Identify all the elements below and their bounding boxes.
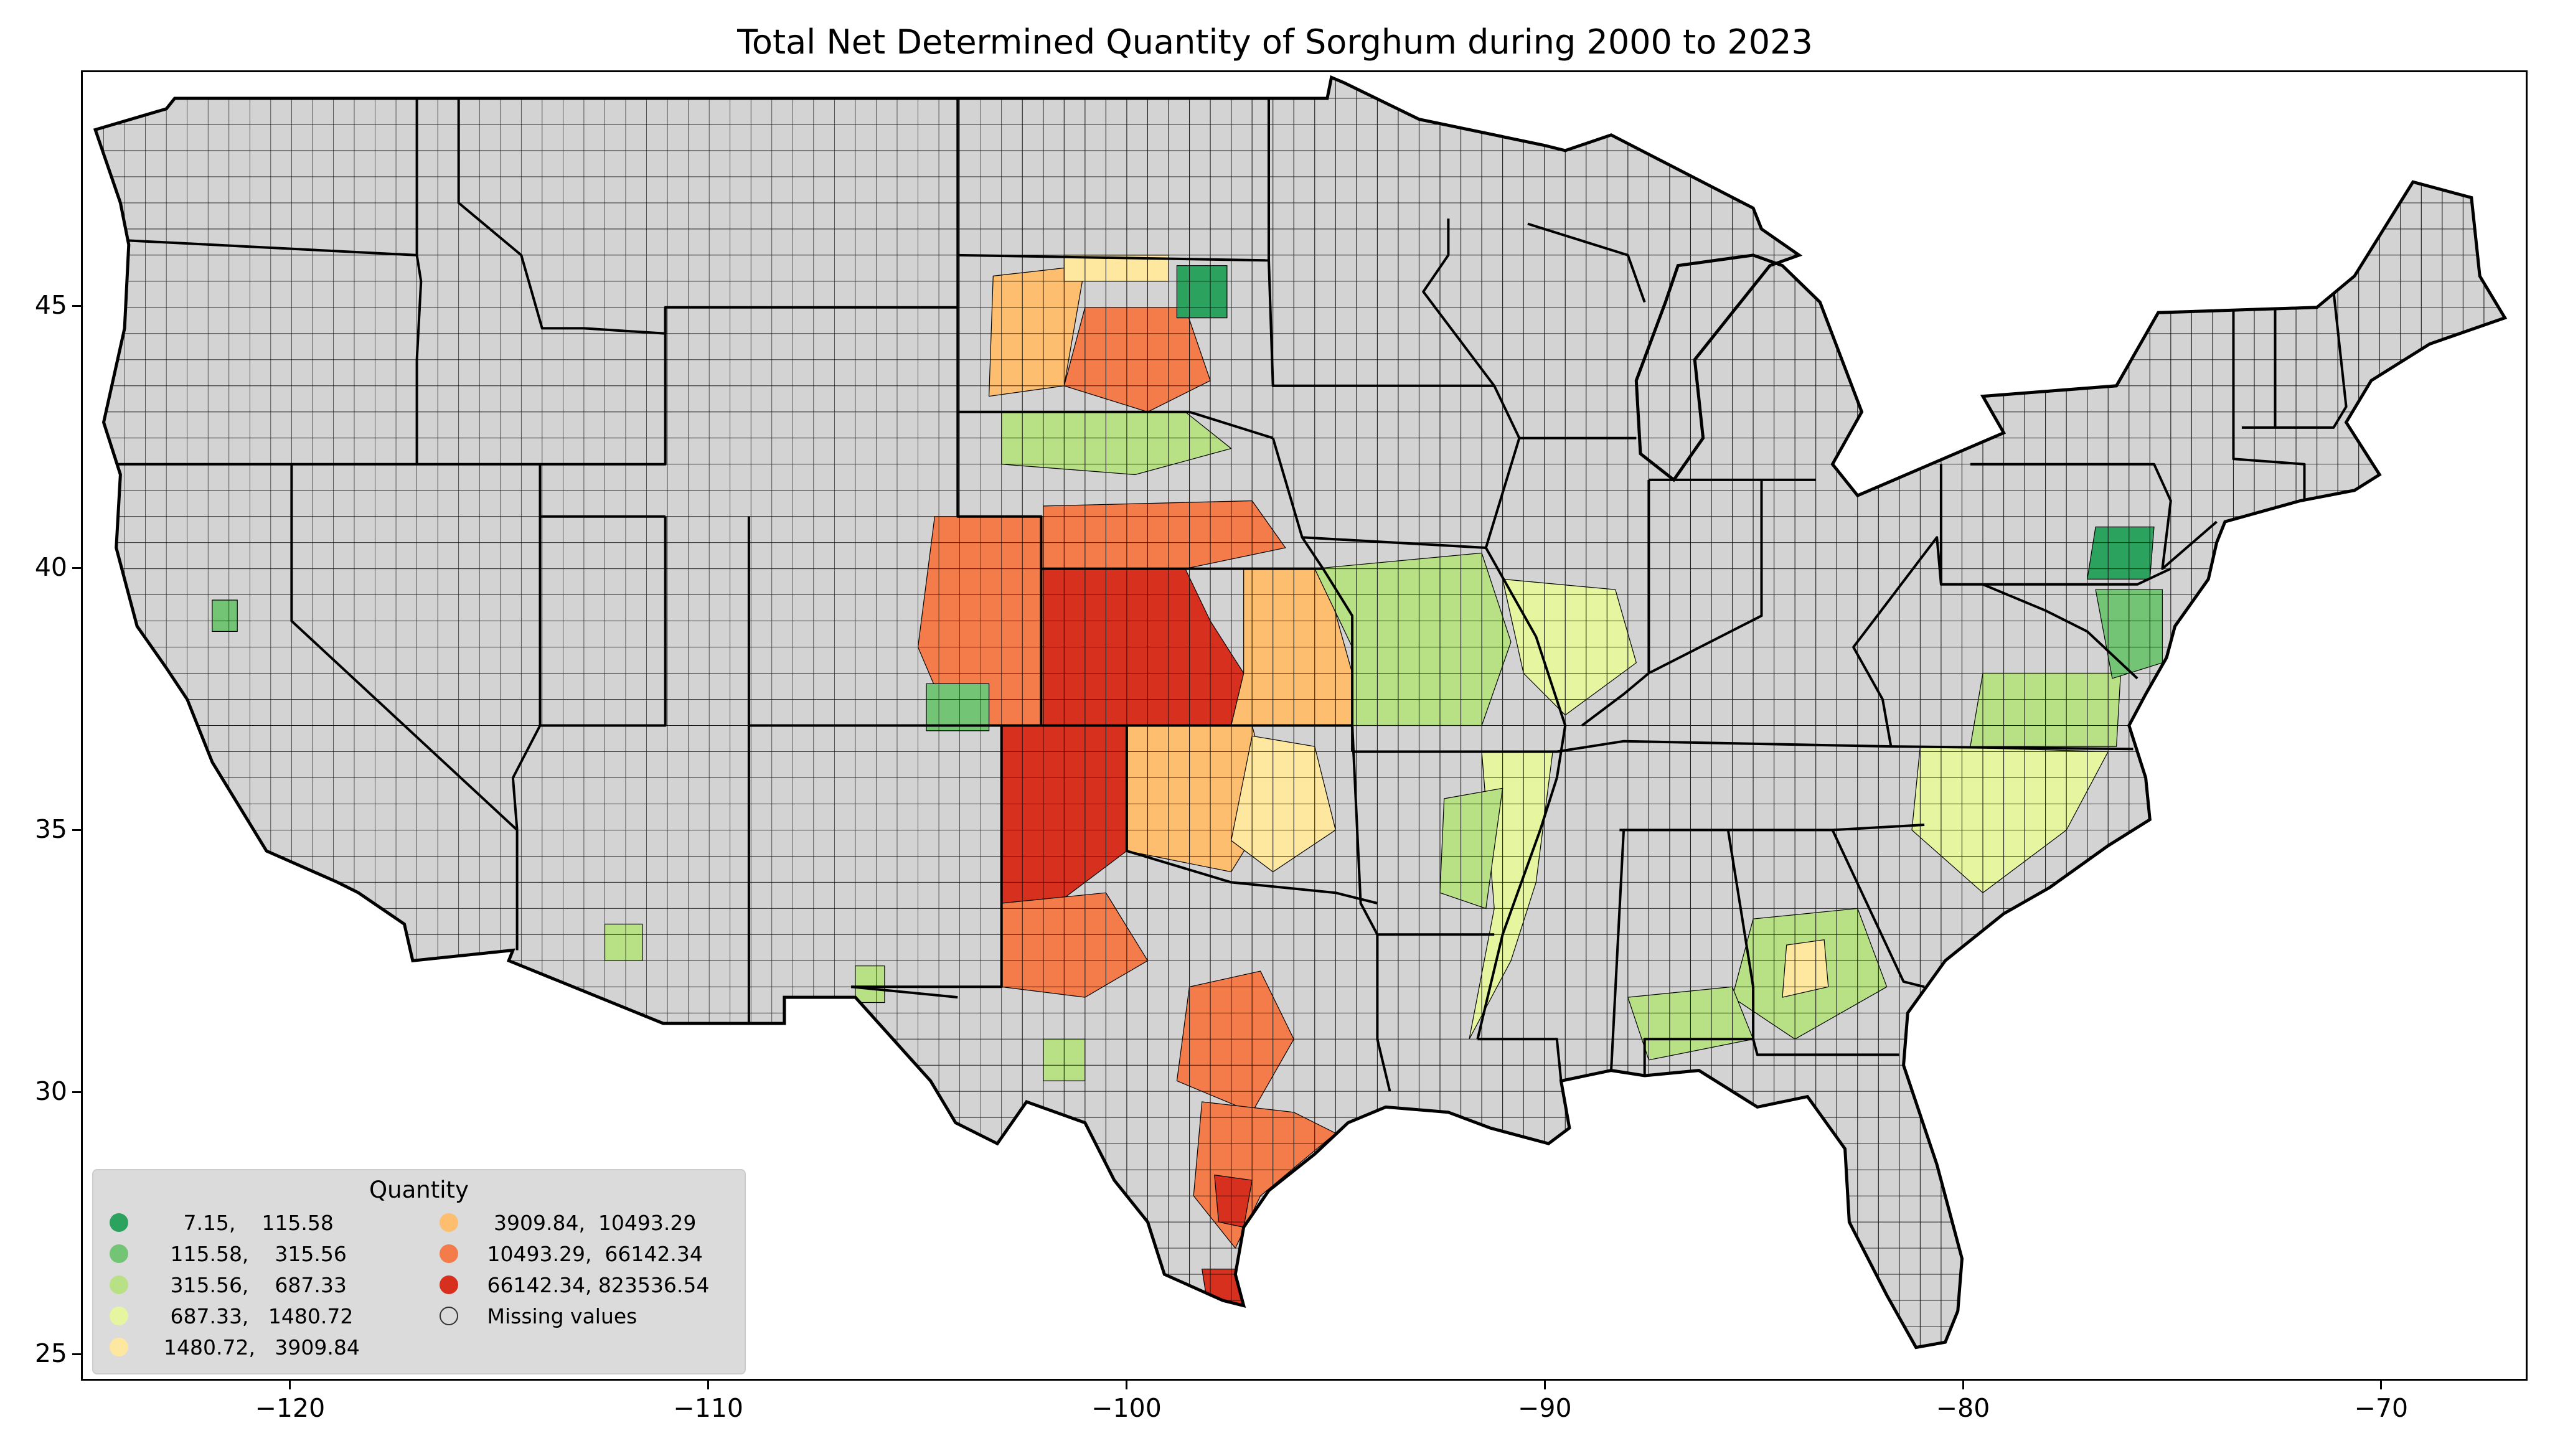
state-boundary <box>457 98 666 335</box>
legend-swatch-missing <box>440 1307 458 1325</box>
legend-item: 1480.72, 3909.84 <box>110 1333 360 1361</box>
state-boundary <box>1527 222 1646 303</box>
state-boundary <box>2232 307 2306 501</box>
state-boundary <box>108 238 417 256</box>
y-tick-mark <box>72 1353 81 1356</box>
legend-swatch <box>440 1275 458 1294</box>
legend-label: Missing values <box>481 1303 638 1328</box>
y-tick-mark <box>72 1091 81 1094</box>
legend-label: 66142.34, 823536.54 <box>481 1272 710 1297</box>
y-tick-mark <box>72 305 81 308</box>
pennsylvania-region <box>2086 526 2155 580</box>
state-boundary <box>415 98 423 464</box>
state-boundary <box>2241 291 2348 429</box>
state-boundary <box>1581 479 1650 727</box>
state-boundary <box>1422 218 1521 439</box>
state-boundary <box>1352 740 2134 753</box>
south-dakota-east-spot <box>1176 265 1228 319</box>
y-tick-mark <box>72 567 81 570</box>
y-tick-label: 30 <box>34 1076 67 1106</box>
map-title: Total Net Determined Quantity of Sorghum… <box>737 22 1813 62</box>
state-boundary <box>1271 438 1354 752</box>
state-boundary <box>540 516 667 727</box>
legend-swatch <box>110 1275 128 1294</box>
legend-swatch <box>440 1244 458 1263</box>
legend-item: 3909.84, 10493.29 <box>440 1209 696 1236</box>
legend-item: 315.56, 687.33 <box>110 1271 347 1299</box>
state-boundary <box>1302 436 1637 549</box>
y-tick-label: 40 <box>34 552 67 582</box>
state-boundary <box>1477 1038 1563 1081</box>
california-spot <box>212 599 238 632</box>
legend-label: 10493.29, 66142.34 <box>481 1241 703 1266</box>
state-boundary <box>1476 547 1567 1040</box>
legend-label: 315.56, 687.33 <box>151 1272 347 1297</box>
state-boundary <box>511 464 542 830</box>
state-boundary <box>1648 479 1763 675</box>
legend-swatch <box>110 1244 128 1263</box>
legend-swatch <box>440 1213 458 1232</box>
state-boundary <box>1970 463 2218 570</box>
y-tick-label: 45 <box>34 289 67 320</box>
new-mexico-spot <box>604 923 643 961</box>
state-boundary <box>116 306 958 466</box>
state-boundary <box>1619 824 1925 832</box>
state-boundary <box>290 464 519 951</box>
legend-swatch <box>110 1307 128 1325</box>
state-boundary <box>1831 829 1925 989</box>
x-tick-label: −80 <box>1936 1393 1990 1423</box>
legend-item: 115.58, 315.56 <box>110 1240 347 1267</box>
legend-item: 687.33, 1480.72 <box>110 1302 353 1330</box>
legend-swatch <box>110 1213 128 1232</box>
legend-label: 3909.84, 10493.29 <box>481 1210 697 1235</box>
national-border <box>93 75 2508 1350</box>
x-tick-label: −100 <box>1091 1393 1162 1423</box>
y-tick-label: 35 <box>34 814 67 844</box>
x-tick-label: −90 <box>1518 1393 1572 1423</box>
legend-label: 687.33, 1480.72 <box>151 1303 354 1328</box>
map-axes <box>81 70 2528 1381</box>
west-texas-spot <box>855 965 885 1003</box>
state-boundary <box>1852 464 1942 747</box>
legend: Quantity 7.15, 115.58 115.58, 315.56 315… <box>92 1169 746 1374</box>
x-tick-label: −70 <box>2354 1393 2409 1423</box>
state-boundary <box>1982 583 2138 680</box>
x-tick-mark <box>2380 1381 2383 1389</box>
legend-title: Quantity <box>369 1177 469 1203</box>
georgia-core-region <box>1782 939 1829 998</box>
x-tick-mark <box>1543 1381 1546 1389</box>
x-tick-mark <box>707 1381 710 1389</box>
state-boundary <box>1941 567 2171 586</box>
state-boundary <box>851 985 958 999</box>
state-boundary <box>1268 98 1495 387</box>
state-boundary <box>1752 1038 1899 1056</box>
legend-item: 66142.34, 823536.54 <box>440 1271 709 1299</box>
state-boundary <box>851 725 1003 989</box>
us-county-map <box>93 75 2508 1350</box>
state-boundary <box>1125 725 1378 904</box>
legend-label: 115.58, 315.56 <box>151 1241 347 1266</box>
legend-label: 7.15, 115.58 <box>151 1210 334 1235</box>
y-tick-label: 25 <box>34 1338 67 1368</box>
y-tick-mark <box>72 829 81 832</box>
state-boundary <box>1610 830 1626 1071</box>
state-boundary <box>957 253 1269 262</box>
x-tick-label: −120 <box>255 1393 326 1423</box>
legend-item: 10493.29, 66142.34 <box>440 1240 703 1267</box>
x-tick-mark <box>1125 1381 1127 1389</box>
legend-swatch <box>110 1338 128 1356</box>
legend-item: 7.15, 115.58 <box>110 1209 334 1236</box>
x-tick-mark <box>289 1381 291 1389</box>
colorado-sw-spot <box>926 683 990 731</box>
state-boundary <box>956 98 1043 726</box>
x-tick-label: −110 <box>673 1393 743 1423</box>
legend-label: 1480.72, 3909.84 <box>151 1335 360 1360</box>
legend-item: Missing values <box>440 1302 637 1330</box>
x-tick-mark <box>1962 1381 1964 1389</box>
state-boundary <box>957 410 1274 439</box>
